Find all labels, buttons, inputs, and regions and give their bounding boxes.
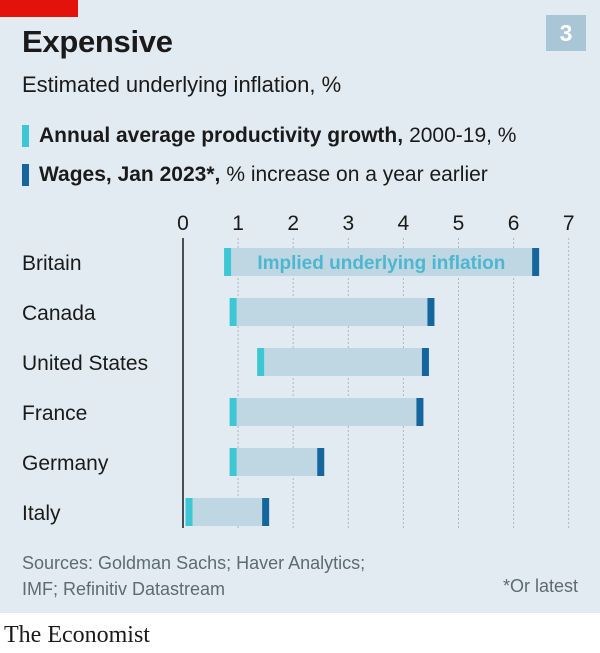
category-label: France	[22, 402, 87, 425]
implied-inflation-bar	[232, 298, 431, 326]
implied-inflation-bar	[232, 398, 420, 426]
legend-item-productivity: Annual average productivity growth, 2000…	[22, 123, 516, 149]
productivity-marker	[229, 298, 237, 326]
chart-title: Expensive	[22, 24, 173, 59]
x-tick-label: 2	[287, 212, 299, 235]
wages-marker	[317, 448, 325, 476]
legend-label-wages: Wages, Jan 2023*,	[39, 163, 221, 186]
implied-inflation-bar	[232, 448, 321, 476]
source-note: Sources: Goldman Sachs; Haver Analytics;…	[22, 553, 366, 599]
category-label: United States	[22, 352, 148, 375]
wages-marker	[427, 298, 435, 326]
legend-label-productivity: Annual average productivity growth,	[39, 124, 404, 147]
chart-number-badge: 3	[546, 15, 586, 51]
productivity-marker	[185, 498, 193, 526]
implied-inflation-label: Implied underlying inflation	[257, 253, 505, 274]
footnote: *Or latest	[502, 576, 578, 596]
x-tick-label: 4	[398, 212, 410, 235]
productivity-marker	[229, 448, 237, 476]
category-label: Italy	[22, 502, 61, 525]
x-tick-label: 6	[508, 212, 520, 235]
legend-swatch-productivity	[22, 125, 29, 147]
economist-brand: The Economist	[4, 622, 150, 648]
legend-detail-productivity: 2000-19, %	[409, 124, 517, 147]
legend-detail-wages: % increase on a year earlier	[226, 163, 488, 186]
legend-swatch-wages	[22, 164, 29, 186]
productivity-marker	[257, 348, 265, 376]
x-tick-label: 5	[453, 212, 465, 235]
x-tick-label: 1	[232, 212, 244, 235]
wages-marker	[416, 398, 424, 426]
chart-subtitle: Estimated underlying inflation, %	[22, 72, 342, 97]
x-tick-label: 3	[342, 212, 354, 235]
wages-marker	[421, 348, 429, 376]
productivity-marker	[224, 248, 232, 276]
category-label: Britain	[22, 252, 82, 275]
x-tick-label: 7	[563, 212, 575, 235]
x-tick-label: 0	[177, 212, 189, 235]
productivity-marker	[229, 398, 237, 426]
implied-inflation-bar	[227, 248, 536, 276]
brand-red-tab	[0, 0, 78, 17]
bar-chart: 0 1 2 3 4 5 6 7 Britain Implied underlying inflat…	[22, 212, 575, 528]
wages-marker	[532, 248, 540, 276]
category-label: Canada	[22, 302, 96, 325]
category-label: Germany	[22, 452, 109, 475]
legend-item-wages: Wages, Jan 2023*, % increase on a year e…	[22, 162, 488, 188]
wages-marker	[262, 498, 270, 526]
implied-inflation-bar	[260, 348, 426, 376]
implied-inflation-bar	[188, 498, 266, 526]
